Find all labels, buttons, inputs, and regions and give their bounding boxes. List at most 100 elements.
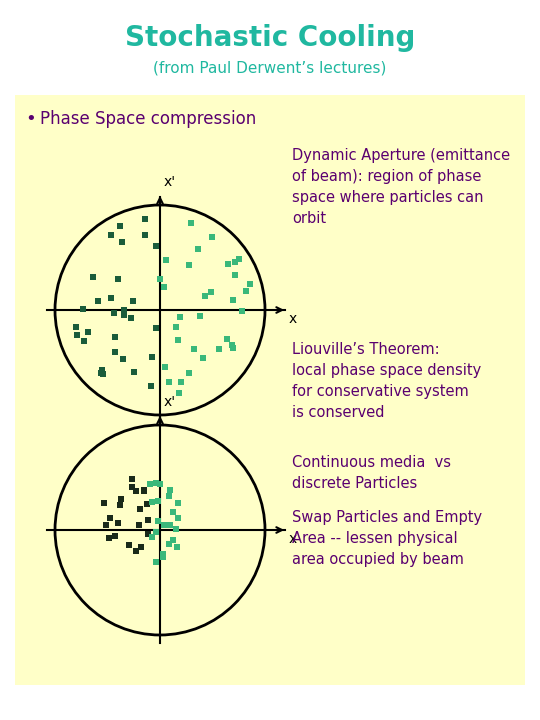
Point <box>144 514 152 526</box>
Point <box>102 519 110 531</box>
Point <box>143 528 152 539</box>
Point <box>128 482 137 493</box>
Point <box>113 274 122 285</box>
Point <box>125 539 134 551</box>
Point <box>129 366 138 378</box>
Point <box>120 310 129 321</box>
Point <box>177 377 185 388</box>
Point <box>175 387 184 399</box>
Text: x': x' <box>164 395 176 409</box>
Point <box>140 485 149 496</box>
Point <box>141 230 150 241</box>
Point <box>111 531 119 542</box>
Point <box>106 230 115 241</box>
Point <box>119 354 127 365</box>
Point <box>169 507 178 518</box>
Point <box>131 545 140 557</box>
Point <box>106 513 114 524</box>
Point <box>207 286 215 297</box>
Text: (from Paul Derwent’s lectures): (from Paul Derwent’s lectures) <box>153 60 387 76</box>
Point <box>72 330 81 341</box>
Point <box>159 520 168 531</box>
Point <box>159 551 167 562</box>
Point <box>97 364 106 376</box>
Point <box>228 342 237 354</box>
Point <box>159 549 168 560</box>
Text: x': x' <box>164 175 176 189</box>
Point <box>174 497 183 508</box>
Point <box>190 343 198 355</box>
Point <box>152 557 160 568</box>
Point <box>238 305 246 317</box>
Point <box>185 367 194 379</box>
Point <box>119 305 128 316</box>
Point <box>148 496 157 508</box>
Point <box>173 541 181 553</box>
Point <box>231 256 240 267</box>
Point <box>147 531 156 543</box>
Point <box>199 352 207 364</box>
Point <box>165 484 174 495</box>
Point <box>169 534 178 545</box>
Point <box>118 236 126 248</box>
Point <box>152 240 161 252</box>
Bar <box>0 685 540 720</box>
Point <box>128 473 137 485</box>
Point <box>231 270 239 282</box>
Point <box>161 253 170 265</box>
Point <box>156 274 164 285</box>
Point <box>80 335 89 346</box>
Point <box>140 485 149 497</box>
Point <box>246 279 254 290</box>
Text: x: x <box>289 312 297 326</box>
Point <box>109 307 118 318</box>
Text: Liouville’s Theorem:
local phase space density
for conservative system
is conser: Liouville’s Theorem: local phase space d… <box>292 342 481 420</box>
Point <box>224 258 233 270</box>
Point <box>127 312 136 323</box>
Point <box>176 311 185 323</box>
Point <box>140 214 149 225</box>
Point <box>153 515 162 526</box>
Point <box>152 526 160 537</box>
Point <box>137 541 146 553</box>
Point <box>151 478 160 490</box>
Point <box>165 490 174 501</box>
Text: Continuous media  vs
discrete Particles: Continuous media vs discrete Particles <box>292 455 451 491</box>
Point <box>89 271 97 283</box>
Text: Dynamic Aperture (emittance
of beam): region of phase
space where particles can
: Dynamic Aperture (emittance of beam): re… <box>292 148 510 226</box>
Point <box>143 498 151 510</box>
Point <box>172 523 180 535</box>
Point <box>117 493 126 505</box>
Point <box>173 512 182 523</box>
Point <box>193 243 202 254</box>
Point <box>146 478 154 490</box>
Point <box>207 232 216 243</box>
Point <box>84 327 92 338</box>
Point <box>100 498 109 509</box>
Point <box>156 478 165 490</box>
Point <box>227 339 236 351</box>
Point <box>136 503 144 515</box>
Point <box>164 538 173 549</box>
Text: Stochastic Cooling: Stochastic Cooling <box>125 24 415 52</box>
Point <box>200 289 209 301</box>
Bar <box>15 95 525 685</box>
Point <box>148 351 157 363</box>
Point <box>127 482 136 493</box>
Point <box>186 217 195 229</box>
Point <box>147 380 156 392</box>
Point <box>151 323 160 334</box>
Point <box>160 282 168 293</box>
Point <box>222 333 231 345</box>
Point <box>113 517 122 528</box>
Point <box>116 220 124 232</box>
Point <box>196 310 205 322</box>
Point <box>161 361 170 372</box>
Text: •: • <box>25 110 36 128</box>
Point <box>111 346 119 358</box>
Point <box>166 519 174 531</box>
Point <box>235 253 244 265</box>
Point <box>154 495 163 507</box>
Point <box>72 321 80 333</box>
Point <box>105 532 113 544</box>
